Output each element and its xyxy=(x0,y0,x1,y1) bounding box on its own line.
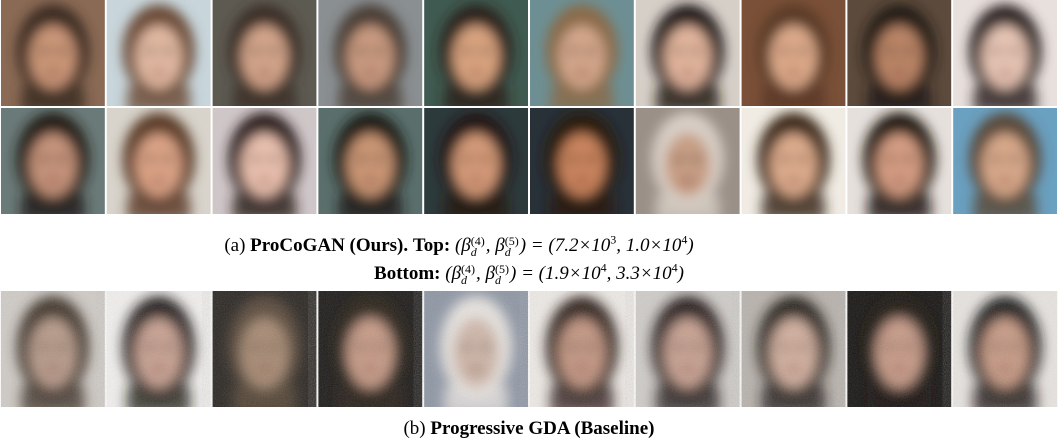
formula-text: , β xyxy=(486,235,505,256)
face-image xyxy=(530,108,634,214)
formula-text: , 3.3×10 xyxy=(607,263,672,284)
caption-bottom-label: Bottom: xyxy=(374,263,440,284)
face-image xyxy=(318,291,422,407)
face-image xyxy=(953,291,1057,407)
image-row-baseline xyxy=(0,291,1058,407)
face-image xyxy=(107,0,211,106)
face-image xyxy=(213,0,317,106)
face-image xyxy=(107,108,211,214)
subscript: d xyxy=(471,247,485,258)
subscript: d xyxy=(505,247,519,258)
image-row-bottom xyxy=(0,108,1058,214)
face-image xyxy=(424,108,528,214)
subsup: (4)d xyxy=(461,264,475,286)
caption-a-line1: (a) ProCoGAN (Ours). Top: (β(4)d, β(5)d)… xyxy=(0,234,1058,258)
formula: (β(4)d, β(5)d) = (1.9×104, 3.3×104) xyxy=(445,263,684,284)
face-image xyxy=(530,291,634,407)
caption-b: (b) Progressive GDA (Baseline) xyxy=(0,417,1058,441)
face-image xyxy=(530,0,634,106)
caption-title: ProCoGAN (Ours). xyxy=(250,235,408,256)
subsup: (4)d xyxy=(471,236,485,258)
subsup: (5)d xyxy=(495,264,509,286)
face-image xyxy=(847,108,951,214)
face-image xyxy=(742,0,846,106)
caption-label: (a) xyxy=(224,235,245,256)
face-image xyxy=(1,0,105,106)
caption-top-label: Top: xyxy=(413,235,450,256)
face-image xyxy=(424,0,528,106)
face-image xyxy=(318,0,422,106)
formula-text: ) xyxy=(687,235,693,256)
face-image xyxy=(742,291,846,407)
face-image xyxy=(1,108,105,214)
face-image xyxy=(847,0,951,106)
subscript: d xyxy=(495,275,509,286)
face-image xyxy=(636,108,740,214)
face-image xyxy=(107,291,211,407)
face-image xyxy=(742,108,846,214)
face-image xyxy=(424,291,528,407)
face-image xyxy=(318,108,422,214)
subsup: (5)d xyxy=(505,236,519,258)
formula-text: ) = (7.2×10 xyxy=(520,235,611,256)
formula-text: ) xyxy=(678,263,684,284)
formula-text: , 1.0×10 xyxy=(616,235,681,256)
face-image xyxy=(953,0,1057,106)
formula-text: ) = (1.9×10 xyxy=(510,263,601,284)
formula-text: , β xyxy=(476,263,495,284)
page: (a) ProCoGAN (Ours). Top: (β(4)d, β(5)d)… xyxy=(0,0,1058,442)
subscript: d xyxy=(461,275,475,286)
face-image xyxy=(953,108,1057,214)
image-row-top xyxy=(0,0,1058,106)
caption-title: Progressive GDA (Baseline) xyxy=(430,418,654,439)
face-image xyxy=(636,0,740,106)
face-image xyxy=(1,291,105,407)
formula-text: (β xyxy=(455,235,471,256)
face-image xyxy=(847,291,951,407)
formula: (β(4)d, β(5)d) = (7.2×103, 1.0×104) xyxy=(455,235,694,256)
caption-a-line2: Bottom: (β(4)d, β(5)d) = (1.9×104, 3.3×1… xyxy=(0,262,1058,286)
face-image xyxy=(213,291,317,407)
face-image xyxy=(636,291,740,407)
face-image xyxy=(213,108,317,214)
caption-label: (b) xyxy=(403,418,425,439)
formula-text: (β xyxy=(445,263,461,284)
